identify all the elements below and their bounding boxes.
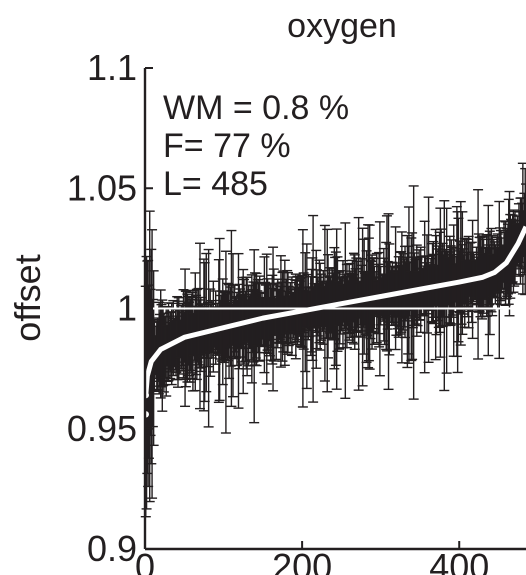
data-point: [297, 228, 308, 408]
data-point: [340, 222, 351, 400]
annotation-f: F= 77 %: [163, 127, 291, 165]
data-point: [503, 198, 514, 305]
data-point: [144, 210, 155, 503]
data-point: [406, 237, 417, 362]
data-point: [301, 243, 312, 390]
y-axis-label: offset: [7, 254, 48, 341]
ticks: 0.9 0.95 1 1.05 1.1 0 200 400: [67, 47, 489, 575]
data-point: [271, 282, 282, 361]
data-point: [275, 255, 286, 368]
data-point: [156, 303, 167, 388]
data-point: [473, 189, 484, 360]
data-point: [367, 254, 378, 350]
data-point: [353, 216, 364, 391]
data-point: [455, 200, 466, 346]
annotation-l: L= 485: [163, 165, 268, 203]
data-point: [319, 224, 330, 382]
y-tick-label: 1: [117, 288, 137, 329]
data-point: [357, 227, 368, 387]
y-tick-label: 0.95: [67, 408, 137, 449]
data-point: [434, 231, 445, 334]
data-point: [374, 251, 385, 348]
data-point: [208, 280, 219, 373]
data-point: [521, 183, 526, 274]
x-tick-label: 400: [429, 546, 489, 575]
x-tick-label: 0: [135, 546, 155, 575]
annotation-wm: WM = 0.8 %: [163, 89, 349, 127]
data-point: [423, 196, 434, 364]
data-point: [253, 283, 264, 361]
data-point: [267, 274, 278, 365]
data-point: [220, 250, 231, 434]
data-point: [483, 204, 494, 357]
data-point: [233, 252, 244, 409]
data-point: [226, 229, 237, 408]
data-point: [439, 200, 450, 392]
data-point: [249, 249, 260, 424]
data-point: [422, 234, 433, 334]
data-point: [351, 257, 362, 337]
data-point: [322, 228, 333, 393]
data-point: [157, 299, 168, 412]
sorted-offset-curve: [143, 225, 526, 396]
data-point: [402, 234, 413, 369]
data-point: [190, 272, 201, 392]
data-point: [383, 213, 394, 391]
data-point: [238, 268, 249, 395]
x-tick-label: 200: [272, 546, 332, 575]
y-tick-label: 0.9: [87, 528, 137, 569]
data-point: [201, 252, 212, 393]
data-point: [407, 232, 418, 361]
data-point: [268, 246, 279, 392]
chart-title: oxygen: [287, 7, 397, 45]
data-point: [214, 237, 225, 402]
y-tick-label: 1.05: [67, 167, 137, 208]
data-point: [203, 248, 214, 428]
y-tick-label: 1.1: [87, 47, 137, 88]
